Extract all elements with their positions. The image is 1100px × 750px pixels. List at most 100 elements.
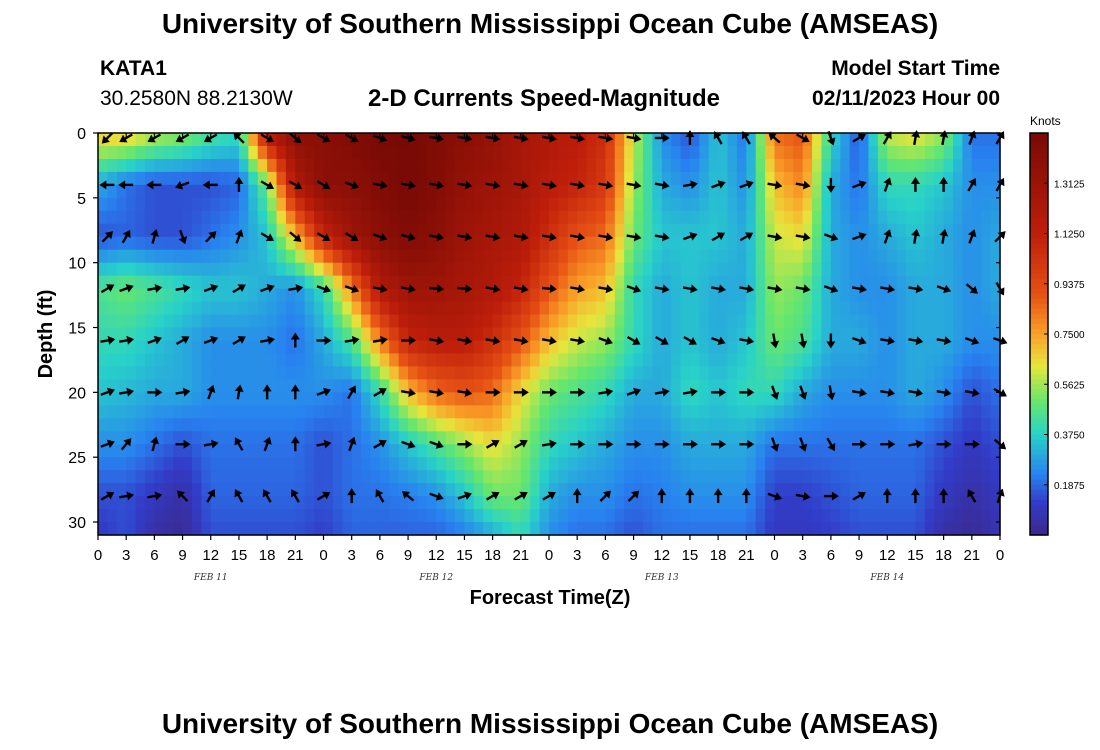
heatmap-cell: [426, 457, 437, 471]
heatmap-cell: [906, 366, 917, 380]
heatmap-cell: [492, 145, 503, 160]
heatmap-cell: [830, 197, 841, 212]
heatmap-cell: [746, 249, 757, 264]
heatmap-cell: [361, 184, 372, 199]
current-vector-arrow: [541, 439, 557, 449]
heatmap-cell: [379, 379, 390, 393]
heatmap-cell: [314, 171, 325, 186]
heatmap-cell: [549, 171, 559, 186]
heatmap-cell: [98, 171, 108, 186]
heatmap-cell: [765, 262, 776, 277]
heatmap-cell: [135, 340, 146, 355]
heatmap-cell: [304, 405, 315, 419]
heatmap-cell: [840, 210, 851, 225]
heatmap-cell: [802, 158, 813, 173]
heatmap-cell: [849, 444, 860, 458]
heatmap-cell: [549, 236, 559, 251]
heatmap-cell: [135, 223, 146, 238]
colorbar-swatch: [1030, 434, 1048, 441]
heatmap-cell: [971, 171, 982, 186]
heatmap-cell: [502, 275, 513, 290]
heatmap-cell: [595, 210, 606, 225]
heatmap-cell: [361, 171, 372, 186]
heatmap-cell: [727, 223, 738, 238]
colorbar-tick-label: 0.9375: [1054, 280, 1085, 291]
heatmap-cell: [708, 171, 719, 186]
heatmap-cell: [173, 327, 184, 342]
heatmap-cell: [98, 158, 108, 173]
heatmap-cell: [962, 379, 973, 393]
heatmap-cell: [191, 223, 202, 238]
heatmap-cell: [238, 236, 249, 251]
heatmap-cell: [915, 223, 926, 238]
heatmap-cell: [868, 405, 879, 419]
heatmap-cell: [398, 496, 409, 510]
heatmap-cell: [830, 275, 841, 290]
heatmap-cell: [473, 236, 484, 251]
heatmap-cell: [614, 301, 625, 316]
heatmap-cell: [953, 496, 964, 510]
heatmap-cell: [238, 184, 249, 199]
heatmap-cell: [887, 366, 898, 380]
heatmap-cell: [285, 249, 296, 264]
heatmap-cell: [473, 340, 484, 355]
heatmap-cell: [652, 197, 663, 212]
heatmap-cell: [398, 133, 409, 147]
heatmap-cell: [924, 431, 935, 445]
heatmap-cell: [802, 405, 813, 419]
current-vector-arrow: [289, 231, 302, 242]
heatmap-cell: [445, 522, 456, 536]
heatmap-cell: [877, 496, 888, 510]
heatmap-cell: [652, 145, 663, 160]
heatmap-cell: [201, 210, 212, 225]
heatmap-cell: [680, 236, 691, 251]
heatmap-cell: [361, 431, 372, 445]
current-vector-arrow: [739, 387, 755, 397]
heatmap-cell: [642, 496, 653, 510]
heatmap-cell: [652, 496, 663, 510]
heatmap-cell: [332, 249, 343, 264]
heatmap-cell: [483, 509, 494, 523]
heatmap-cell: [868, 366, 879, 380]
heatmap-cell: [248, 236, 259, 251]
heatmap-cell: [962, 158, 973, 173]
heatmap-cell: [746, 405, 757, 419]
heatmap-cell: [877, 158, 888, 173]
heatmap-cell: [549, 457, 559, 471]
heatmap-cell: [455, 483, 466, 497]
heatmap-cell: [445, 223, 456, 238]
heatmap-cell: [755, 301, 766, 316]
heatmap-cell: [727, 444, 738, 458]
heatmap-cell: [821, 379, 832, 393]
heatmap-cell: [699, 133, 710, 147]
heatmap-cell: [351, 431, 362, 445]
heatmap-cell: [191, 133, 202, 147]
heatmap-cell: [915, 314, 926, 329]
heatmap-cell: [812, 405, 823, 419]
heatmap-cell: [107, 301, 118, 316]
heatmap-cell: [210, 470, 221, 484]
heatmap-cell: [116, 145, 127, 160]
heatmap-cell: [830, 353, 841, 368]
heatmap-cell: [220, 327, 231, 342]
heatmap-cell: [774, 483, 785, 497]
heatmap-cell: [379, 340, 390, 355]
heatmap-cell: [840, 314, 851, 329]
heatmap-cell: [774, 301, 785, 316]
heatmap-cell: [539, 236, 550, 251]
heatmap-cell: [342, 288, 353, 303]
heatmap-cell: [314, 301, 325, 316]
current-vector-arrow: [967, 177, 977, 192]
heatmap-cell: [408, 405, 419, 419]
heatmap-cell: [812, 210, 823, 225]
heatmap-cell: [502, 483, 513, 497]
heatmap-cell: [567, 509, 578, 523]
heatmap-cell: [633, 236, 644, 251]
heatmap-cell: [652, 275, 663, 290]
heatmap-cell: [934, 483, 945, 497]
heatmap-cell: [577, 314, 588, 329]
heatmap-cell: [877, 262, 888, 277]
heatmap-cell: [276, 236, 287, 251]
heatmap-cell: [567, 171, 578, 186]
heatmap-cell: [868, 249, 879, 264]
